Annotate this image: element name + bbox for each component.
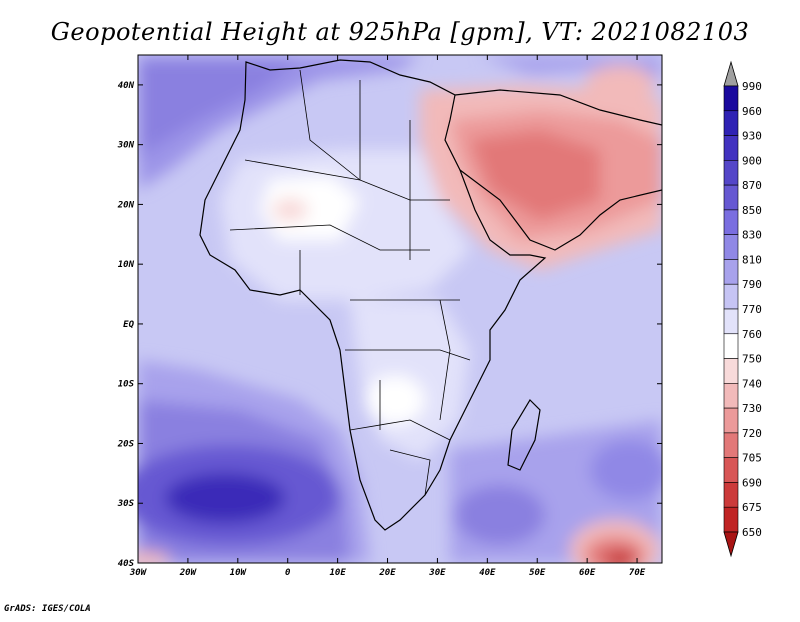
colorbar-label: 960 [742, 105, 762, 118]
colorbar-segment [723, 259, 739, 285]
field-shading [138, 55, 662, 563]
lon-label: 10W [230, 568, 248, 578]
colorbar-bottom-arrow [723, 531, 739, 558]
lon-label: 60E [579, 568, 596, 578]
colorbar-top-arrow [723, 60, 739, 87]
colorbar-label: 760 [742, 328, 762, 341]
lat-label: 40N [118, 81, 135, 91]
lat-label: 30S [117, 499, 135, 509]
colorbar-label: 690 [742, 476, 762, 489]
colorbar-label: 790 [742, 278, 762, 291]
colorbar-segment [723, 333, 739, 359]
colorbar-segment [723, 358, 739, 384]
colorbar-segment [723, 482, 739, 508]
lat-label: 40S [118, 559, 135, 569]
map-title: Geopotential Height at 925hPa [gpm], VT:… [50, 18, 750, 46]
colorbar-segment [723, 160, 739, 186]
colorbar: 990 960 930 900 870 850 830 810 790 770 760 750 740 7… [723, 60, 762, 558]
colorbar-segment [723, 283, 739, 310]
colorbar-label: 830 [742, 229, 762, 242]
colorbar-segment [723, 135, 739, 161]
colorbar-segment [723, 407, 739, 434]
colorbar-segment [723, 110, 739, 136]
madagascar-coastline [507, 399, 541, 471]
colorbar-label: 810 [742, 253, 762, 266]
lat-label: 20S [117, 439, 135, 449]
africa-coastline [199, 59, 547, 531]
lon-label: 40E [479, 568, 496, 578]
country-borders [229, 69, 471, 496]
colorbar-segment [723, 383, 739, 409]
colorbar-label: 720 [742, 427, 762, 440]
colorbar-label: 750 [742, 353, 762, 366]
colorbar-label: 675 [742, 501, 762, 514]
colorbar-label: 705 [742, 452, 762, 465]
lon-label: 0 [285, 568, 291, 578]
lat-label: 10N [118, 260, 135, 270]
colorbar-segment [723, 432, 739, 458]
grads-credit: GrADS: IGES/COLA [4, 604, 91, 614]
colorbar-segment [723, 308, 739, 335]
longitude-axis: 30W 20W 10W 0 10E 20E 30E 40E 50E 60E 70E [129, 55, 646, 578]
lon-label: 10E [329, 568, 346, 578]
colorbar-segment [723, 457, 739, 483]
arabia-coastline [459, 169, 662, 251]
lon-label: 30W [129, 568, 148, 578]
map-frame [137, 54, 663, 564]
colorbar-segment [723, 234, 739, 260]
coastlines [199, 59, 662, 531]
lon-label: 50E [529, 568, 546, 578]
lon-label: 20W [179, 568, 198, 578]
colorbar-label: 770 [742, 303, 762, 316]
colorbar-segment [723, 184, 739, 211]
colorbar-label: 740 [742, 377, 762, 390]
colorbar-label: 730 [742, 402, 762, 415]
lat-label: 10S [118, 380, 135, 390]
lat-label: 20N [117, 200, 135, 210]
asia-coastline [454, 89, 662, 126]
colorbar-label: 930 [742, 130, 762, 143]
colorbar-segment [723, 209, 739, 235]
colorbar-label: 850 [742, 204, 762, 217]
lon-label: 20E [378, 568, 396, 578]
lon-label: 70E [629, 568, 646, 578]
lat-label: EQ [123, 320, 134, 330]
latitude-axis: 40N 30N 20N 10N EQ 10S 20S 30S 40S [117, 81, 662, 569]
colorbar-label: 990 [742, 80, 762, 93]
colorbar-label: 870 [742, 179, 762, 192]
colorbar-segment [723, 85, 739, 112]
lat-label: 30N [117, 141, 135, 151]
colorbar-label: 650 [742, 526, 762, 539]
colorbar-segment [723, 506, 739, 533]
lon-label: 30E [428, 568, 446, 578]
colorbar-label: 900 [742, 154, 762, 167]
